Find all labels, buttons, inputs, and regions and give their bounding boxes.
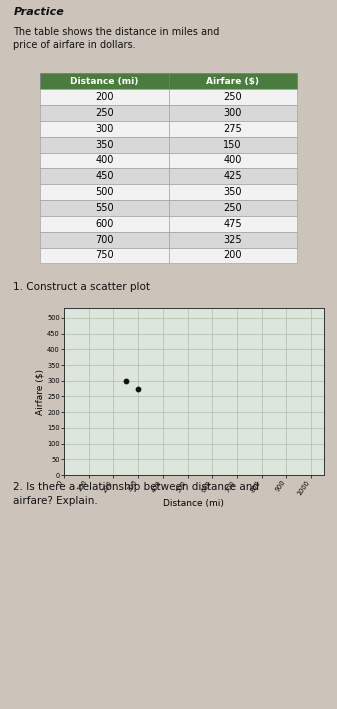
Text: The table shows the distance in miles and
price of airfare in dollars.: The table shows the distance in miles an… (13, 28, 220, 50)
X-axis label: Distance (mi): Distance (mi) (163, 499, 224, 508)
Y-axis label: Airfare ($): Airfare ($) (35, 369, 44, 415)
Point (135, 383, 141, 394)
Text: 1. Construct a scatter plot: 1. Construct a scatter plot (13, 282, 151, 293)
Text: 2. Is there a relationship between distance and
airfare? Explain.: 2. Is there a relationship between dista… (13, 482, 259, 506)
Point (123, 375, 128, 386)
Text: Practice: Practice (13, 7, 64, 17)
